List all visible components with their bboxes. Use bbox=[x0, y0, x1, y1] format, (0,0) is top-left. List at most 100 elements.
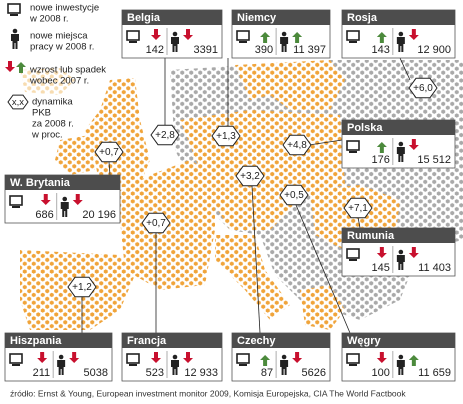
trend-arrow-up bbox=[292, 32, 303, 43]
legend-text: pracy w 2008 r. bbox=[30, 42, 94, 53]
icon-monitor-stand bbox=[10, 14, 18, 16]
legend-text: w 2008 r. bbox=[29, 14, 69, 25]
trend-arrow-down bbox=[151, 29, 161, 40]
land-iceland bbox=[20, 68, 75, 95]
icon-monitor bbox=[346, 353, 360, 364]
icon-person-body bbox=[11, 34, 19, 49]
trend-arrow-up bbox=[16, 62, 26, 73]
gdp-hex bbox=[282, 134, 312, 156]
country-box: Hiszpania 211 5038 bbox=[4, 332, 113, 382]
investments-value: 686 bbox=[35, 209, 53, 221]
investments-value: 142 bbox=[146, 44, 164, 56]
trend-arrow-up bbox=[260, 355, 271, 366]
leader-line bbox=[295, 204, 351, 334]
icon-monitor bbox=[236, 30, 250, 41]
icon-person-body bbox=[396, 255, 405, 270]
icon-monitor-stand bbox=[239, 364, 247, 366]
trend-arrow-down bbox=[151, 352, 161, 363]
trend-arrow-down bbox=[292, 352, 303, 363]
gdp-label: +7,1 bbox=[348, 203, 368, 214]
country-name: Belgia bbox=[127, 12, 161, 24]
box-header bbox=[232, 10, 330, 25]
box-header bbox=[122, 10, 222, 25]
gdp-hex bbox=[7, 94, 29, 110]
icon-person-head bbox=[172, 31, 178, 37]
investments-value: 100 bbox=[371, 367, 389, 379]
icon-monitor-stand bbox=[129, 41, 137, 43]
country-name: W. Brytania bbox=[10, 177, 71, 189]
legend-text: nowe inwestycje bbox=[30, 3, 99, 14]
box-header bbox=[122, 333, 222, 348]
gdp-label: +0,7 bbox=[146, 218, 166, 229]
trend-arrow-up bbox=[260, 32, 271, 43]
trend-arrow-up bbox=[376, 142, 387, 153]
icon-person-body bbox=[396, 37, 405, 52]
leader-line bbox=[308, 139, 343, 146]
country-name: Czechy bbox=[237, 335, 276, 347]
country-boxes: Belgia 142 3391 Niemcy 390 11 397 Rosja 143 12 9… bbox=[4, 9, 456, 382]
trend-arrow-up bbox=[408, 355, 419, 366]
icon-monitor-stand bbox=[349, 364, 357, 366]
icon-monitor bbox=[7, 3, 21, 14]
land-greece bbox=[300, 285, 345, 330]
leader-line bbox=[108, 161, 111, 176]
country-box: Rosja 143 12 900 bbox=[341, 9, 456, 59]
gdp-label: +1,3 bbox=[216, 131, 236, 142]
jobs-value: 5626 bbox=[302, 367, 326, 379]
gdp-label: x,x bbox=[12, 97, 24, 108]
leader-line bbox=[399, 57, 411, 81]
country-name: Węgry bbox=[347, 335, 382, 347]
gdp-hex bbox=[141, 212, 171, 234]
country-name: Rosja bbox=[347, 12, 378, 24]
gdp-hex bbox=[408, 77, 438, 99]
gdp-label: +4,8 bbox=[287, 140, 307, 151]
trend-arrow-down bbox=[376, 352, 387, 363]
box-header bbox=[5, 333, 112, 348]
icon-monitor bbox=[346, 30, 360, 41]
icon-monitor bbox=[236, 353, 250, 364]
icon-person-body bbox=[280, 360, 289, 375]
land-ireland bbox=[55, 135, 95, 175]
box-header bbox=[342, 120, 455, 135]
leader-line bbox=[357, 216, 361, 229]
jobs-value: 11 403 bbox=[418, 262, 451, 274]
trend-arrow-down bbox=[5, 61, 15, 72]
jobs-value: 20 196 bbox=[82, 209, 116, 221]
icon-person-head bbox=[62, 196, 68, 202]
investments-value: 145 bbox=[371, 262, 389, 274]
trend-arrow-down bbox=[376, 247, 387, 258]
icon-monitor bbox=[346, 140, 360, 151]
investments-value: 211 bbox=[33, 367, 51, 379]
icon-person-head bbox=[398, 354, 404, 360]
legend-text: za 2008 r. bbox=[32, 119, 74, 130]
land-italy bbox=[215, 235, 290, 320]
trend-arrow-down bbox=[69, 352, 80, 363]
legend-text: wzrost lub spadek bbox=[29, 65, 106, 76]
investments-value: 143 bbox=[371, 44, 389, 56]
jobs-value: 11 659 bbox=[418, 367, 451, 379]
icon-monitor-stand bbox=[349, 151, 357, 153]
box-header bbox=[342, 333, 455, 348]
icon-monitor-stand bbox=[129, 364, 137, 366]
icon-monitor bbox=[126, 353, 140, 364]
source: źródło: Ernst & Young, European investme… bbox=[10, 388, 406, 398]
gdp-hex bbox=[235, 165, 265, 187]
trend-arrow-up bbox=[376, 32, 387, 43]
country-name: Francja bbox=[127, 335, 167, 347]
icon-person-head bbox=[12, 28, 18, 34]
gdp-label: +3,2 bbox=[240, 171, 260, 182]
trend-arrow-down bbox=[72, 194, 83, 205]
jobs-value: 11 397 bbox=[293, 44, 326, 56]
jobs-value: 12 933 bbox=[184, 367, 218, 379]
gdp-hex bbox=[343, 197, 373, 219]
icon-person-body bbox=[60, 202, 69, 217]
icon-person-body bbox=[396, 147, 405, 162]
jobs-value: 15 512 bbox=[417, 154, 451, 166]
country-name: Polska bbox=[347, 122, 383, 134]
gdp-label: +2,8 bbox=[155, 130, 175, 141]
trend-arrow-down bbox=[183, 29, 193, 40]
legend-text: nowe miejsca bbox=[30, 31, 88, 42]
gdp-hex bbox=[279, 184, 309, 206]
icon-person-head bbox=[398, 31, 404, 37]
